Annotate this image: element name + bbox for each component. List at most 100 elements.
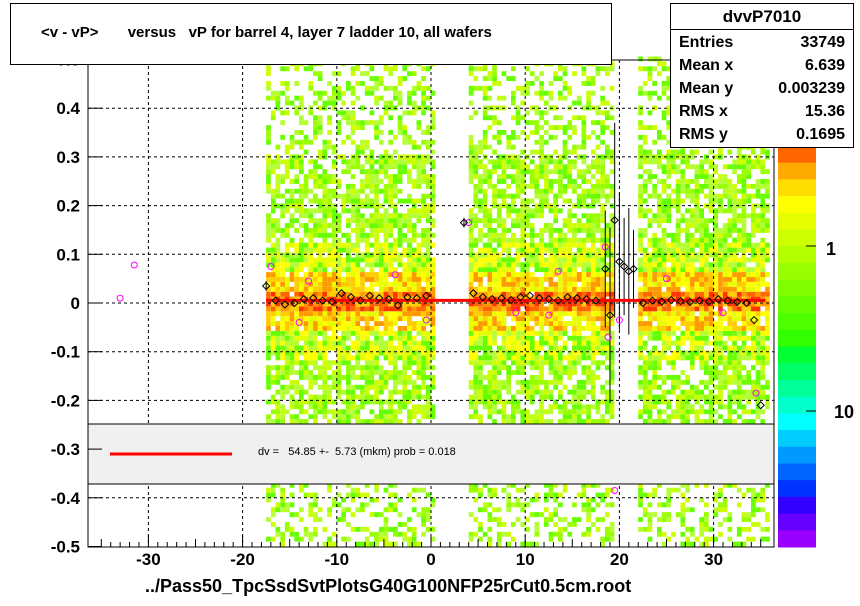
- heatmap-cell: [680, 183, 686, 189]
- heatmap-cell: [393, 85, 398, 91]
- heatmap-cell: [689, 360, 695, 366]
- heatmap-cell: [689, 409, 695, 415]
- heatmap-cell: [473, 487, 479, 493]
- heatmap-cell: [647, 237, 653, 243]
- heatmap-cell: [327, 144, 332, 150]
- heatmap-cell: [411, 267, 417, 273]
- heatmap-cell: [529, 81, 535, 86]
- heatmap-cell: [652, 174, 657, 179]
- heatmap-cell: [638, 90, 643, 96]
- heatmap-cell: [553, 507, 558, 513]
- heatmap-cell: [473, 345, 479, 351]
- heatmap-cell: [378, 340, 384, 346]
- heatmap-cell: [407, 174, 412, 179]
- heatmap-cell: [430, 321, 436, 326]
- heatmap-cell: [675, 281, 681, 287]
- heatmap-cell: [383, 198, 389, 204]
- heatmap-cell: [266, 85, 271, 91]
- heatmap-cell: [360, 492, 365, 498]
- heatmap-cell: [689, 272, 695, 277]
- heatmap-cell: [487, 399, 493, 405]
- heatmap-cell: [576, 223, 582, 228]
- heatmap-cell: [374, 262, 379, 268]
- heatmap-cell: [473, 399, 479, 405]
- heatmap-cell: [501, 409, 507, 415]
- heatmap-cell: [586, 326, 591, 331]
- heatmap-cell: [266, 164, 271, 170]
- heatmap-cell: [266, 237, 271, 243]
- heatmap-cell: [336, 360, 342, 366]
- heatmap-cell: [266, 95, 271, 101]
- heatmap-cell: [284, 360, 290, 366]
- heatmap-cell: [336, 90, 342, 96]
- heatmap-cell: [266, 252, 271, 258]
- heatmap-cell: [487, 169, 493, 175]
- heatmap-cell: [482, 262, 488, 268]
- heatmap-cell: [680, 252, 686, 258]
- heatmap-cell: [661, 218, 667, 224]
- heatmap-cell: [303, 66, 309, 72]
- heatmap-cell: [407, 95, 412, 101]
- heatmap-cell: [421, 301, 426, 307]
- heatmap-cell: [511, 272, 516, 277]
- heatmap-cell: [275, 237, 281, 243]
- heatmap-cell: [416, 384, 422, 390]
- heatmap-cell: [313, 326, 318, 331]
- heatmap-cell: [473, 76, 479, 81]
- heatmap-cell: [492, 340, 497, 346]
- heatmap-cell: [468, 144, 474, 150]
- heatmap-cell: [397, 257, 403, 263]
- heatmap-cell: [478, 139, 483, 145]
- heatmap-cell: [647, 110, 653, 116]
- heatmap-cell: [308, 370, 314, 375]
- heatmap-cell: [322, 272, 328, 277]
- heatmap-cell: [492, 507, 497, 513]
- heatmap-cell: [369, 174, 375, 179]
- heatmap-cell: [388, 267, 393, 273]
- heatmap-cell: [393, 218, 398, 224]
- heatmap-cell: [506, 193, 511, 199]
- heatmap-cell: [525, 389, 530, 395]
- heatmap-cell: [586, 277, 591, 282]
- heatmap-cell: [520, 223, 526, 228]
- heatmap-cell: [492, 272, 497, 277]
- heatmap-cell: [388, 350, 393, 356]
- heatmap-cell: [313, 409, 318, 415]
- heatmap-cell: [492, 228, 497, 233]
- heatmap-cell: [590, 330, 596, 336]
- heatmap-cell: [468, 154, 474, 160]
- heatmap-cell: [539, 252, 544, 258]
- heatmap-cell: [331, 90, 337, 96]
- heatmap-cell: [383, 213, 389, 219]
- heatmap-cell: [313, 497, 318, 503]
- heatmap-cell: [657, 272, 662, 277]
- heatmap-cell: [350, 384, 356, 390]
- heatmap-cell: [496, 257, 502, 263]
- heatmap-cell: [496, 301, 502, 307]
- heatmap-cell: [407, 267, 412, 273]
- heatmap-cell: [341, 242, 346, 248]
- heatmap-cell: [346, 379, 351, 385]
- heatmap-cell: [383, 345, 389, 351]
- heatmap-cell: [388, 115, 393, 121]
- heatmap-cell: [590, 237, 596, 243]
- heatmap-cell: [652, 90, 657, 96]
- heatmap-cell: [425, 252, 431, 258]
- heatmap-cell: [482, 360, 488, 366]
- heatmap-cell: [421, 232, 426, 238]
- heatmap-cell: [581, 394, 587, 400]
- heatmap-cell: [647, 394, 653, 400]
- heatmap-cell: [680, 340, 686, 346]
- heatmap-cell: [680, 492, 686, 498]
- heatmap-cell: [609, 316, 615, 322]
- heatmap-cell: [543, 321, 549, 326]
- heatmap-cell: [341, 232, 346, 238]
- heatmap-cell: [520, 267, 526, 273]
- heatmap-cell: [364, 321, 370, 326]
- heatmap-cell: [529, 198, 535, 204]
- heatmap-cell: [473, 409, 479, 415]
- heatmap-cell: [567, 208, 573, 214]
- heatmap-cell: [595, 71, 601, 77]
- heatmap-cell: [270, 203, 276, 209]
- heatmap-cell: [275, 257, 281, 263]
